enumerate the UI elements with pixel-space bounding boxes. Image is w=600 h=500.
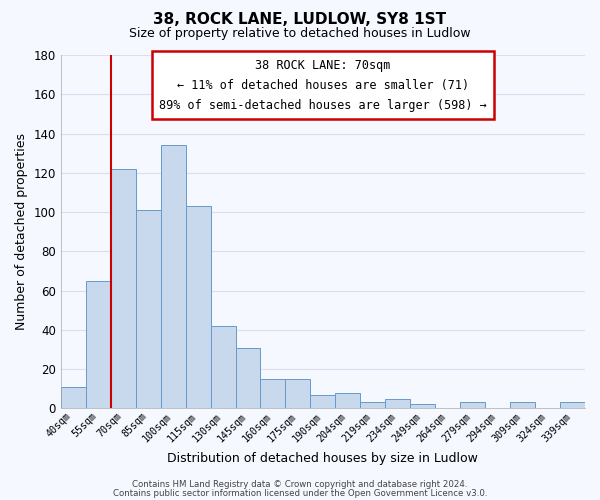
Bar (185, 206, 211, 408)
Bar (385, 398, 410, 408)
Text: Contains HM Land Registry data © Crown copyright and database right 2024.: Contains HM Land Registry data © Crown c… (132, 480, 468, 489)
Bar (335, 392, 361, 408)
Bar (61, 387, 86, 408)
Bar (310, 394, 335, 408)
Bar (460, 402, 485, 408)
Bar (161, 146, 185, 408)
Bar (410, 404, 435, 408)
Y-axis label: Number of detached properties: Number of detached properties (15, 133, 28, 330)
Bar (86, 281, 111, 408)
Bar (236, 348, 260, 408)
Text: Contains public sector information licensed under the Open Government Licence v3: Contains public sector information licen… (113, 488, 487, 498)
Bar (560, 402, 585, 408)
Bar (510, 402, 535, 408)
Text: 38, ROCK LANE, LUDLOW, SY8 1ST: 38, ROCK LANE, LUDLOW, SY8 1ST (154, 12, 446, 28)
Bar (111, 169, 136, 408)
Text: Size of property relative to detached houses in Ludlow: Size of property relative to detached ho… (129, 28, 471, 40)
X-axis label: Distribution of detached houses by size in Ludlow: Distribution of detached houses by size … (167, 452, 478, 465)
Bar (211, 326, 236, 408)
Bar (361, 402, 385, 408)
Bar (286, 379, 310, 408)
Text: 38 ROCK LANE: 70sqm
← 11% of detached houses are smaller (71)
89% of semi-detach: 38 ROCK LANE: 70sqm ← 11% of detached ho… (159, 58, 487, 112)
Bar (136, 210, 161, 408)
Bar (260, 379, 286, 408)
